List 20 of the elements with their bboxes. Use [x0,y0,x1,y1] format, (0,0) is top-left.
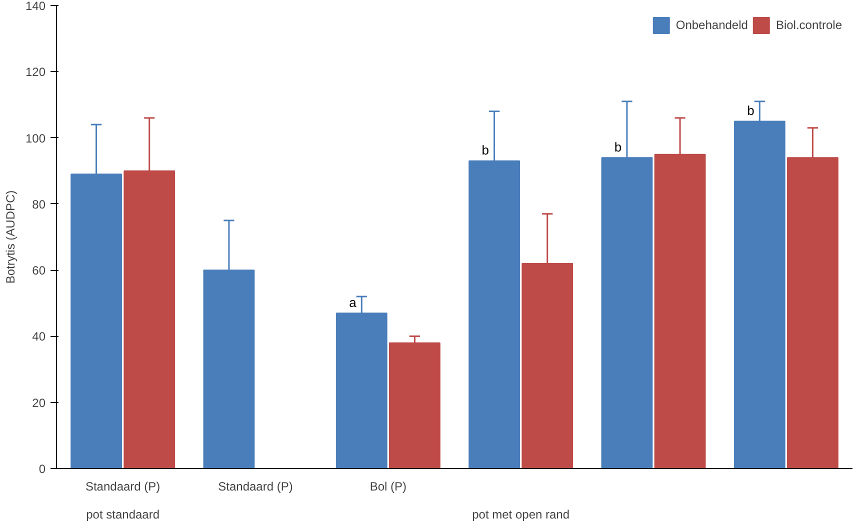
data-label: a [349,294,358,310]
y-tick-label: 20 [32,396,46,410]
data-label: b [482,142,489,158]
y-tick-label: 0 [38,462,46,476]
x-tick-label: Standaard (P) [85,480,160,494]
y-tick-label: 140 [25,0,46,13]
legend-label: Biol.controle [776,18,842,32]
data-label: b [747,102,754,118]
y-tick-label: 100 [25,131,46,146]
legend-label: Onbehandeld [676,18,748,32]
y-axis-title: Botrytis (AUDPC) [3,190,18,284]
text: pot met open rand [472,508,570,522]
data-label: b [614,139,622,154]
text: pot standaard [86,508,160,522]
y-tick-label: 60 [32,264,46,278]
x-tick-label: Bol (P) [370,480,407,494]
y-tick-label: 40 [32,330,46,344]
x-tick-label: Standaard (P) [218,480,293,494]
y-tick-label: 80 [32,197,46,212]
y-tick-label: 120 [25,65,46,80]
